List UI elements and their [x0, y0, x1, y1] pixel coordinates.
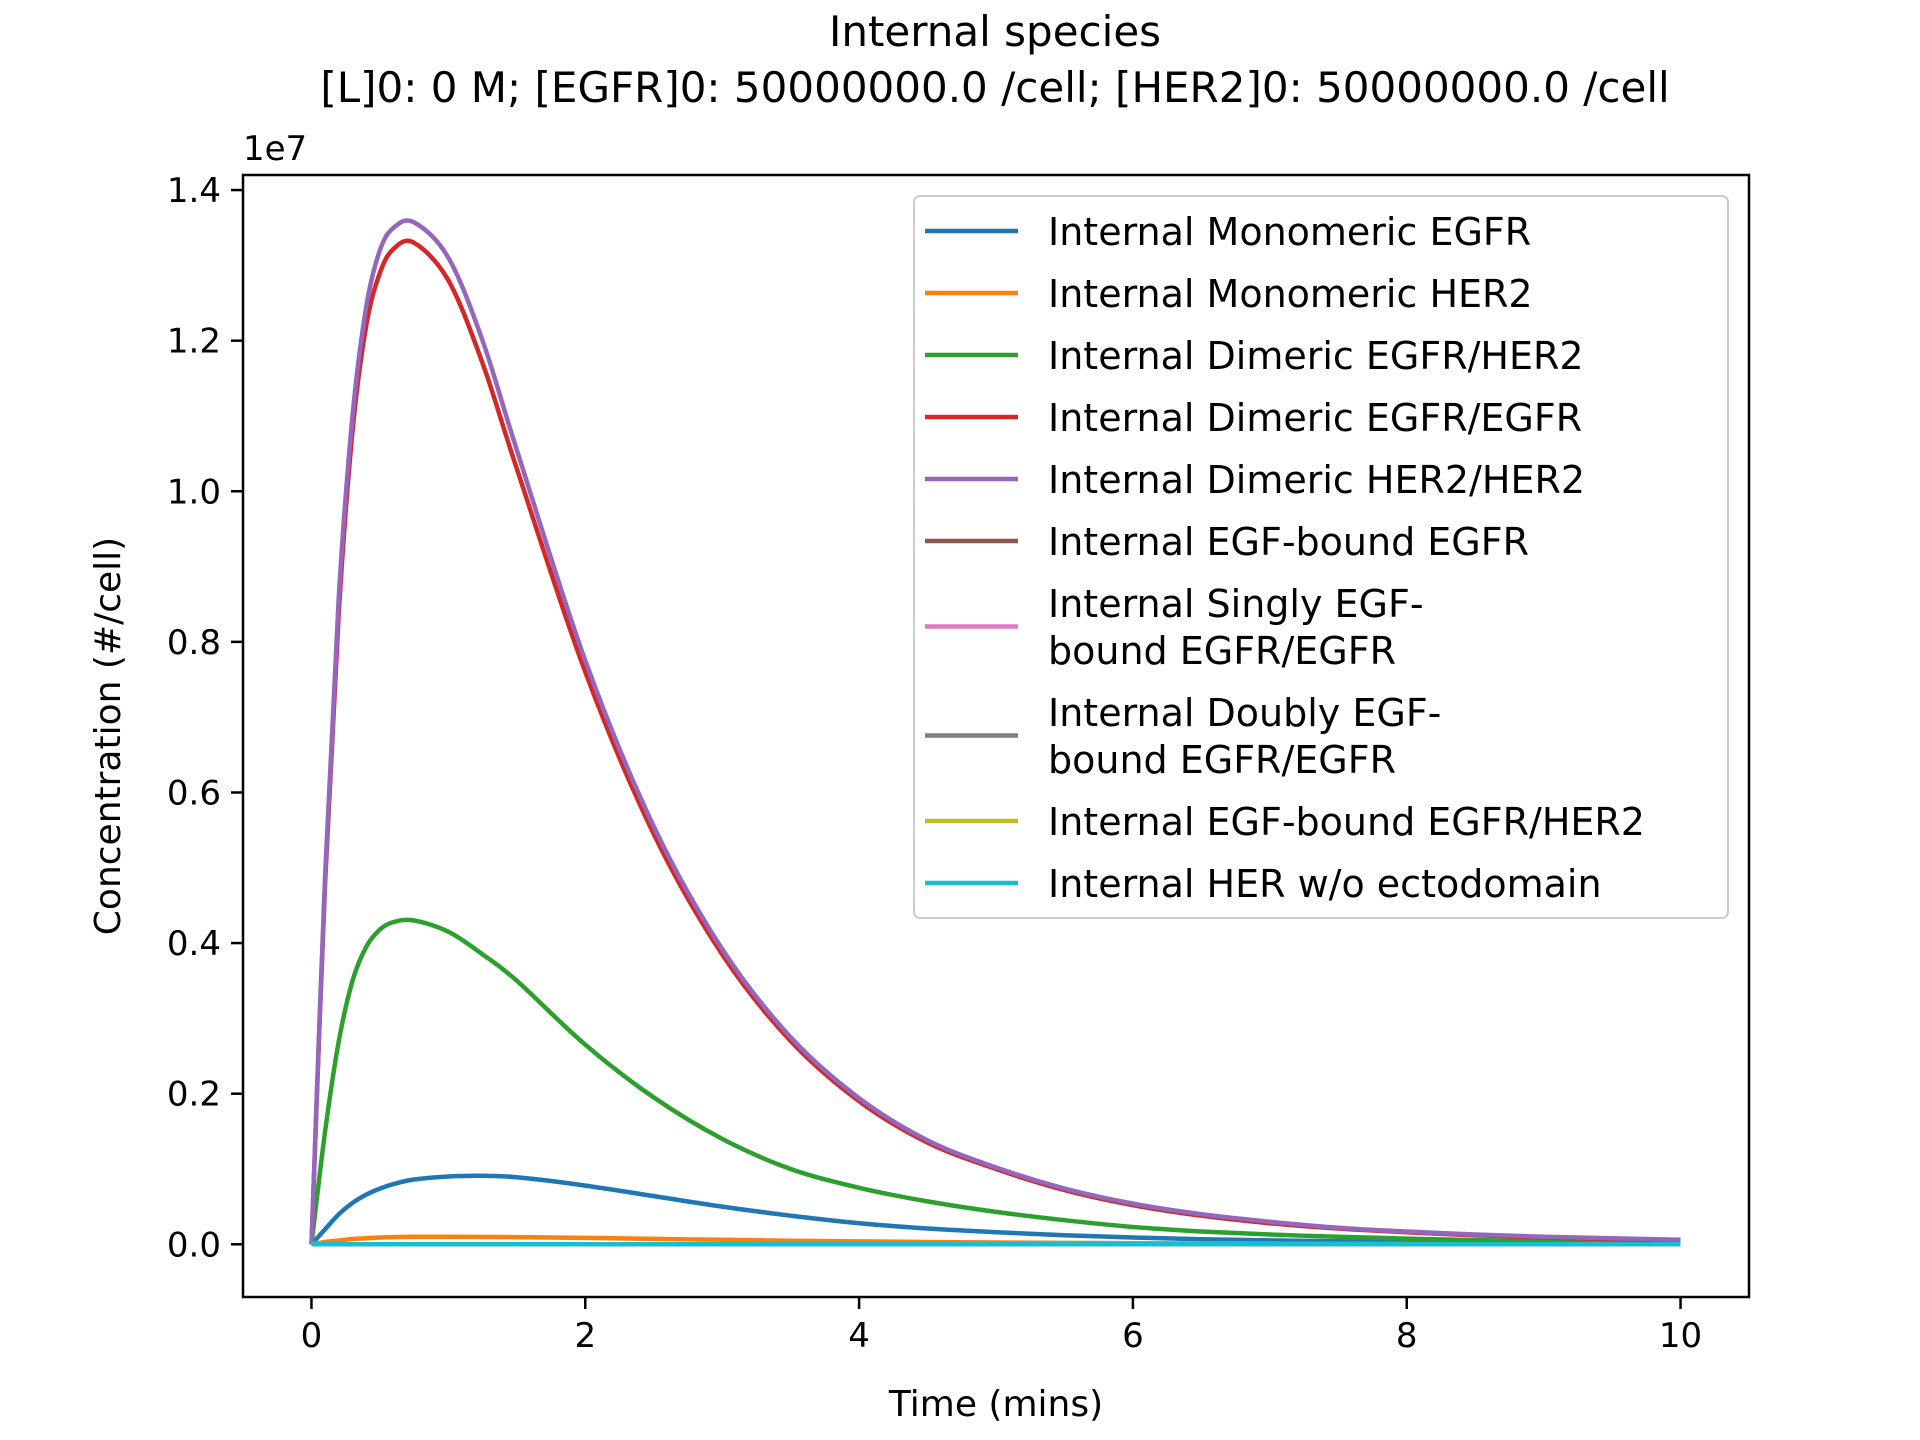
legend-label-0: Internal Monomeric EGFR — [1048, 210, 1531, 254]
x-axis: 0 2 4 6 8 10 — [301, 1297, 1702, 1356]
legend: Internal Monomeric EGFR Internal Monomeri… — [913, 195, 1729, 919]
legend-label-6: Internal Singly EGF-bound EGFR/EGFR — [1048, 582, 1424, 673]
legend-label-3: Internal Dimeric EGFR/EGFR — [1048, 396, 1582, 440]
y-tick-label: 0.2 — [167, 1075, 221, 1115]
x-tick-label: 2 — [574, 1316, 596, 1356]
x-tick-label: 10 — [1659, 1316, 1702, 1356]
x-tick-label: 4 — [848, 1316, 870, 1356]
legend-label-1: Internal Monomeric HER2 — [1048, 272, 1533, 316]
y-tick-label: 1.2 — [167, 322, 221, 362]
x-axis-label: Time (mins) — [888, 1384, 1103, 1425]
series-group — [309, 218, 1681, 1247]
y-tick-label: 0.6 — [167, 773, 221, 813]
plot-area — [241, 173, 1751, 1299]
legend-label-5: Internal EGF-bound EGFR — [1048, 520, 1529, 564]
y-tick-label: 0.4 — [167, 924, 221, 964]
y-offset-label: 1e7 — [243, 129, 307, 169]
series-line-2 — [309, 917, 1681, 1245]
series-line-4 — [309, 218, 1681, 1245]
legend-label-7: Internal Doubly EGF-bound EGFR/EGFR — [1048, 691, 1441, 782]
chart-subtitle: [L]0: 0 M; [EGFR]0: 50000000.0 /cell; [H… — [320, 63, 1669, 112]
plot-frame — [241, 173, 1751, 1299]
legend-label-9: Internal HER w/o ectodomain — [1048, 862, 1602, 906]
y-tick-label: 1.0 — [167, 472, 221, 512]
legend-frame — [913, 195, 1729, 919]
x-tick-label: 0 — [301, 1316, 323, 1356]
y-axis: 0.0 0.2 0.4 0.6 0.8 1.0 1.2 1.4 — [167, 171, 243, 1265]
x-tick-label: 6 — [1122, 1316, 1144, 1356]
legend-label-4: Internal Dimeric HER2/HER2 — [1048, 458, 1585, 502]
y-axis-label: Concentration (#/cell) — [88, 537, 129, 935]
y-tick-label: 1.4 — [167, 171, 221, 211]
x-tick-label: 8 — [1396, 1316, 1418, 1356]
legend-label-8: Internal EGF-bound EGFR/HER2 — [1048, 800, 1645, 844]
chart-title: Internal species — [829, 7, 1161, 56]
y-tick-label: 0.8 — [167, 623, 221, 663]
legend-label-2: Internal Dimeric EGFR/HER2 — [1048, 334, 1584, 378]
y-tick-label: 0.0 — [167, 1225, 221, 1265]
legend-items: Internal Monomeric EGFR Internal Monomeri… — [925, 210, 1645, 906]
